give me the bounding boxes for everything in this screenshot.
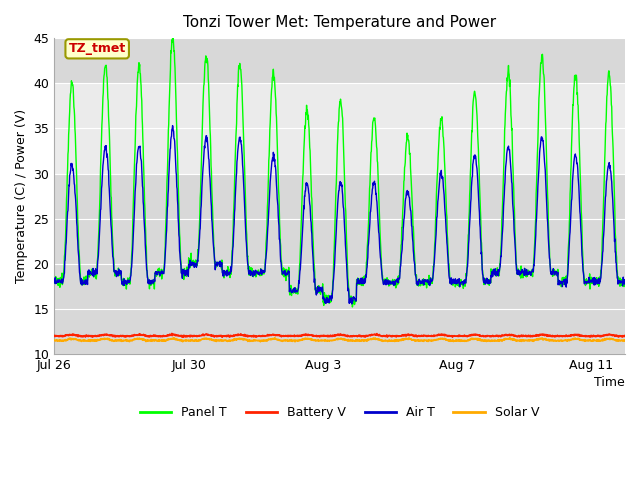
X-axis label: Time: Time: [595, 376, 625, 389]
Bar: [54, 83, 625, 174]
Y-axis label: Temperature (C) / Power (V): Temperature (C) / Power (V): [15, 109, 28, 283]
Text: TZ_tmet: TZ_tmet: [68, 42, 126, 55]
Legend: Panel T, Battery V, Air T, Solar V: Panel T, Battery V, Air T, Solar V: [135, 401, 544, 424]
Title: Tonzi Tower Met: Temperature and Power: Tonzi Tower Met: Temperature and Power: [183, 15, 496, 30]
